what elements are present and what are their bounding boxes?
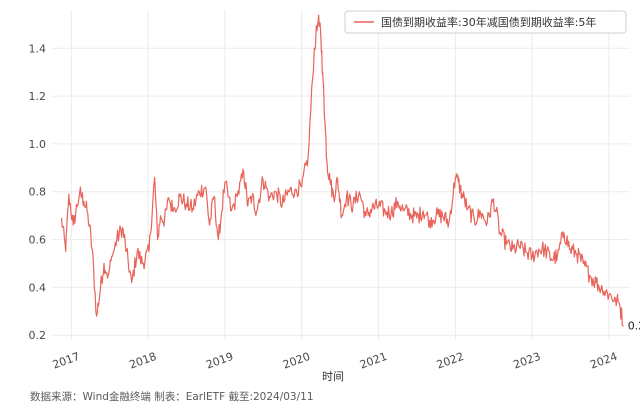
y-tick-label: 1.0 [29, 138, 47, 151]
grid-lines [52, 10, 630, 340]
x-tick-label: 2017 [51, 350, 82, 372]
y-tick-label: 1.2 [29, 90, 47, 103]
legend-box [344, 10, 627, 34]
x-tick-label: 2024 [588, 350, 619, 372]
source-note: 数据来源：Wind金融终端 制表：EarlETF 截至:2024/03/11 [30, 390, 314, 403]
x-tick-label: 2018 [128, 350, 159, 372]
y-tick-label: 0.8 [29, 186, 47, 199]
x-tick-label: 2023 [512, 350, 543, 372]
legend: 国债到期收益率:30年减国债到期收益率:5年 [344, 10, 627, 34]
x-axis-title: 时间 [322, 370, 344, 383]
x-tick-label: 2022 [435, 350, 466, 372]
x-tick-label: 2019 [204, 350, 235, 372]
y-axis: 0.2 0.4 0.6 0.8 1.0 1.2 1.4 [29, 42, 47, 342]
y-tick-label: 0.6 [29, 234, 47, 247]
x-axis: 2017 2018 2019 2020 2021 2022 2023 2024 [51, 350, 619, 372]
y-tick-label: 1.4 [29, 42, 47, 55]
x-tick-label: 2020 [281, 350, 312, 372]
legend-label: 国债到期收益率:30年减国债到期收益率:5年 [381, 15, 596, 29]
end-value-label: 0.24 [628, 320, 640, 333]
y-tick-label: 0.2 [29, 329, 47, 342]
series-layer [60, 14, 624, 327]
x-tick-label: 2021 [358, 350, 389, 372]
series-line [60, 14, 624, 327]
y-tick-label: 0.4 [29, 281, 47, 294]
